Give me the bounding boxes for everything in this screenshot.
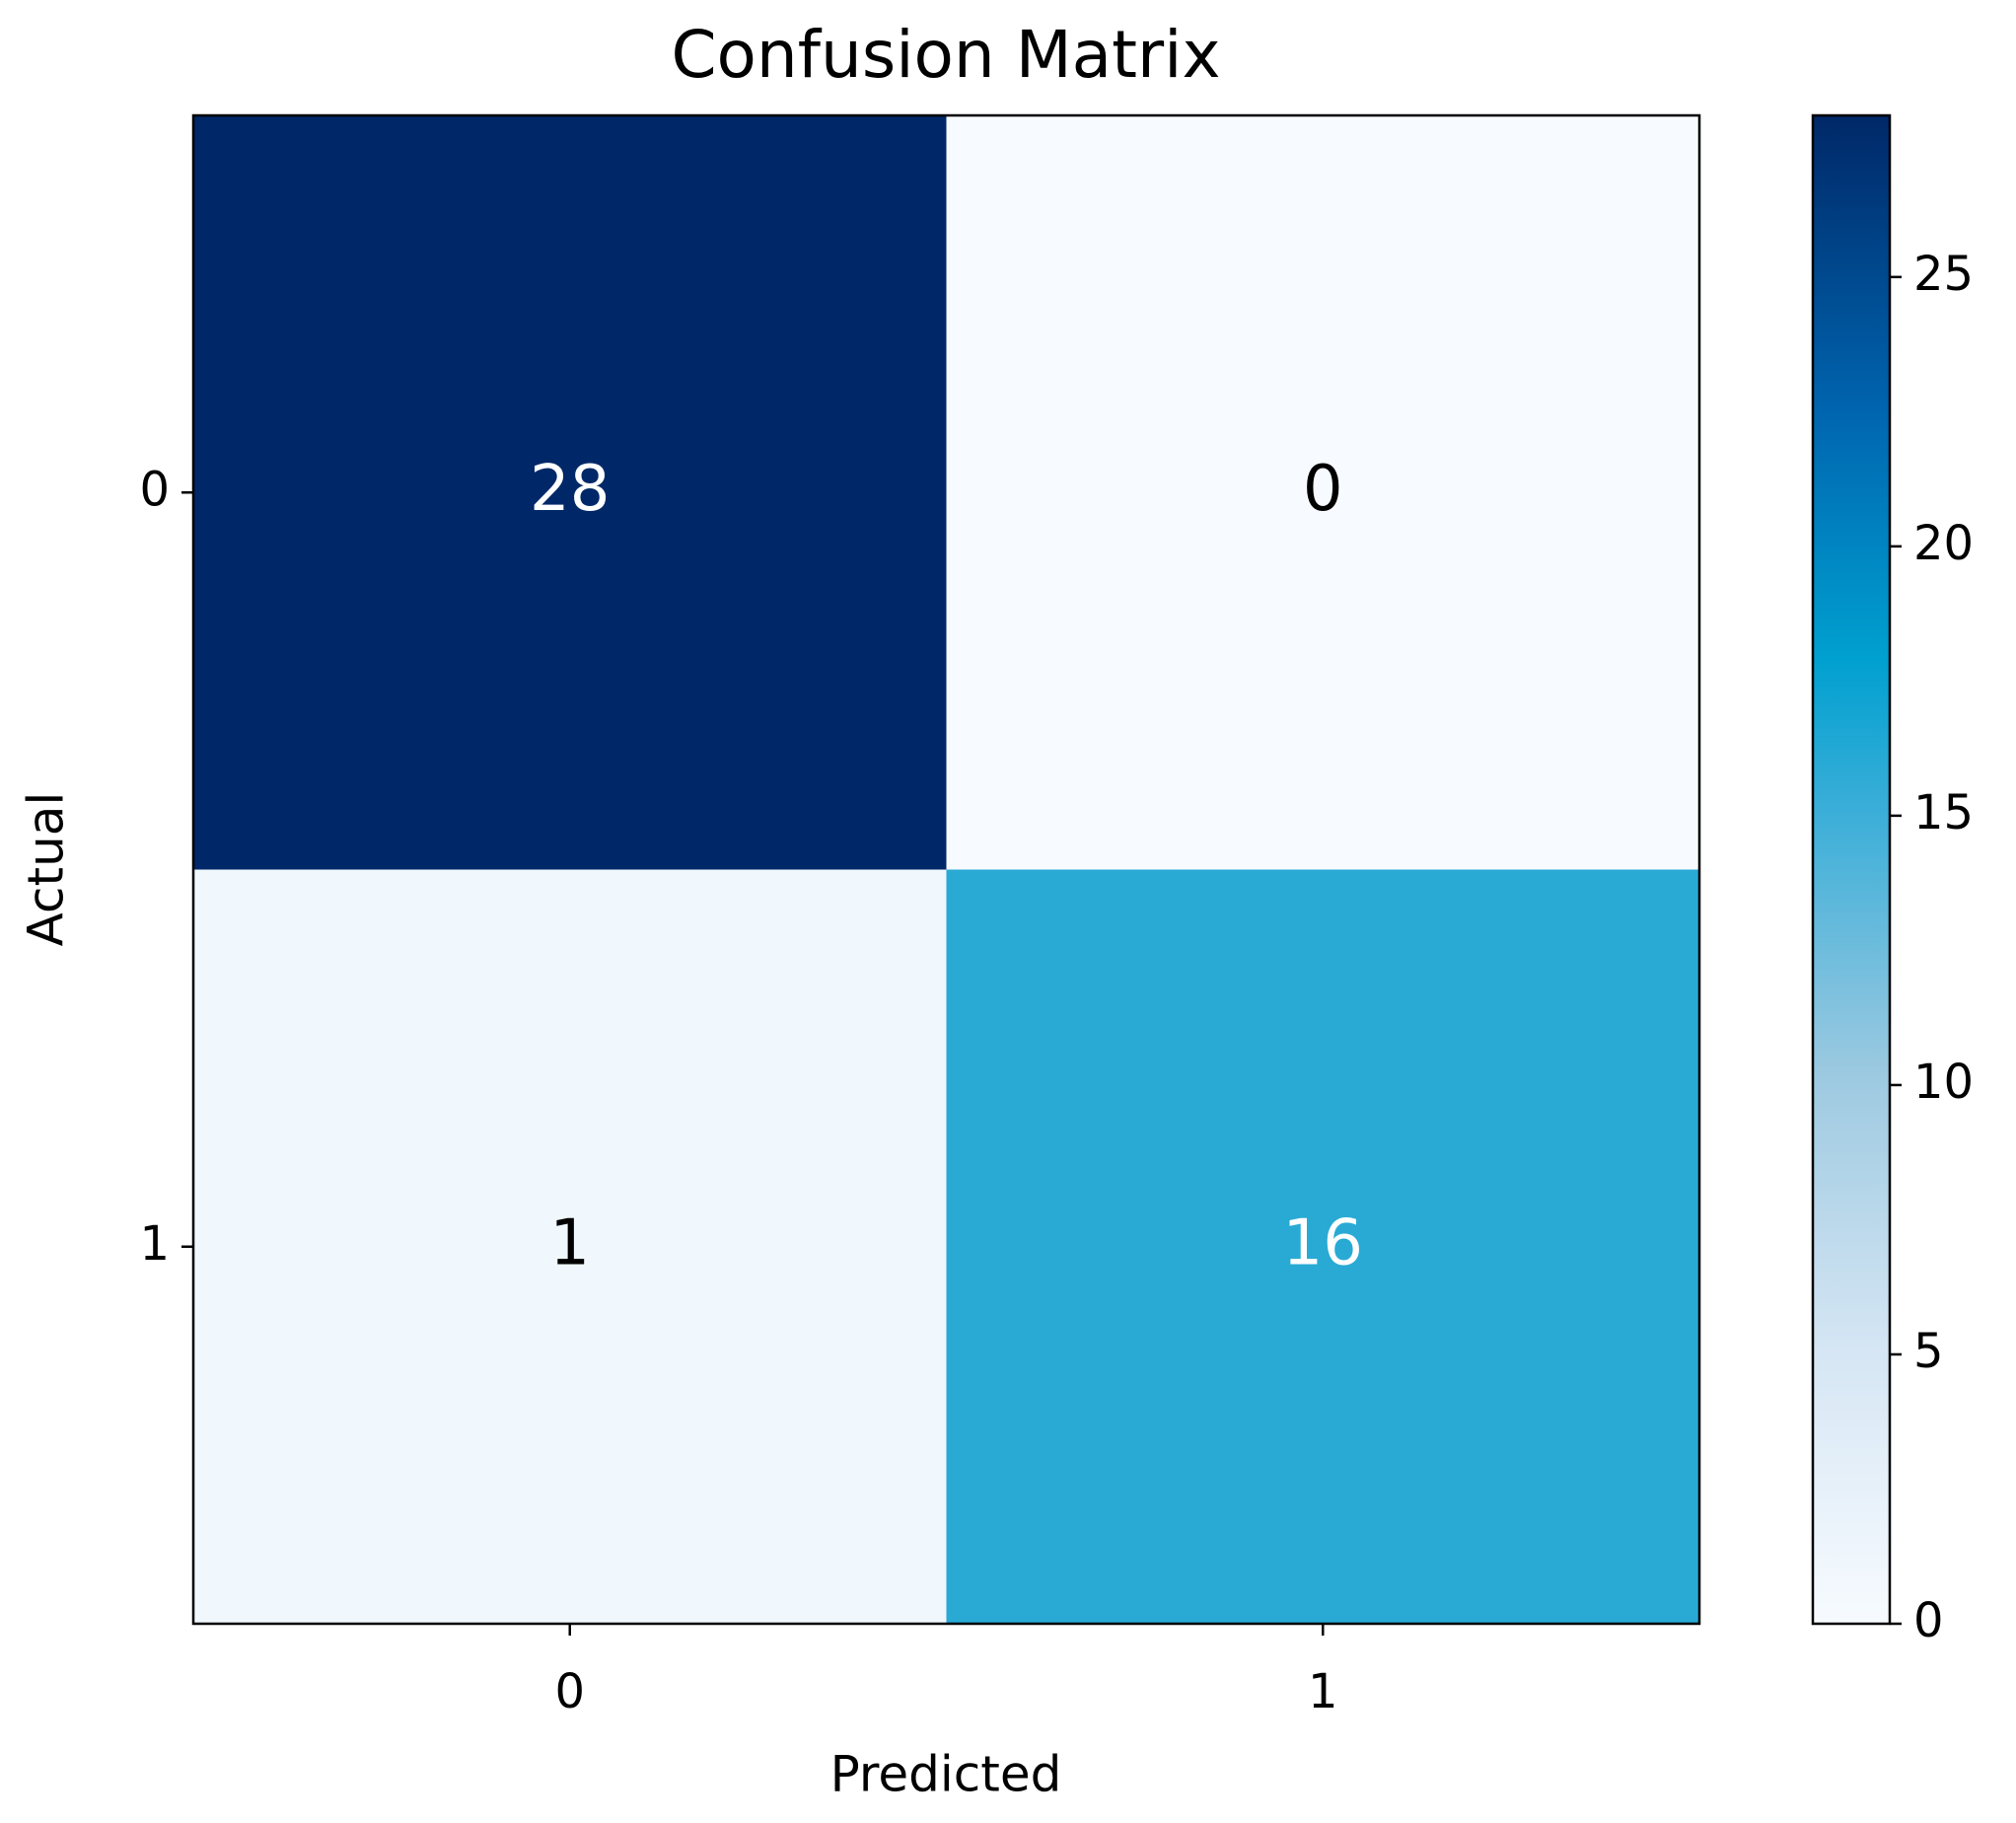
colorbar-tick-label: 0 bbox=[1913, 1593, 1944, 1648]
x-tick-label: 0 bbox=[554, 1664, 585, 1719]
y-tick-label: 1 bbox=[139, 1216, 170, 1272]
colorbar-tick-label: 10 bbox=[1913, 1055, 1974, 1110]
heatmap-cell bbox=[193, 115, 947, 870]
heatmap-cell bbox=[946, 869, 1699, 1624]
cell-label: 16 bbox=[1283, 1206, 1363, 1279]
cell-label: 1 bbox=[549, 1206, 590, 1279]
x-axis-label: Predicted bbox=[830, 1746, 1062, 1803]
cell-label: 0 bbox=[1303, 453, 1343, 526]
y-axis-label: Actual bbox=[18, 792, 75, 947]
colorbar bbox=[1811, 113, 1892, 1626]
y-tick-label: 0 bbox=[139, 462, 170, 517]
x-tick-label: 1 bbox=[1308, 1664, 1338, 1719]
colorbar-tick-label: 25 bbox=[1913, 247, 1974, 302]
cell-label: 28 bbox=[530, 453, 610, 526]
colorbar-tick-label: 5 bbox=[1913, 1324, 1944, 1379]
chart-title: Confusion Matrix bbox=[671, 17, 1220, 93]
heatmap-cell bbox=[193, 869, 947, 1624]
heatmap-cell bbox=[946, 115, 1699, 870]
colorbar-tick-label: 15 bbox=[1913, 785, 1974, 840]
colorbar-tick-label: 20 bbox=[1913, 516, 1974, 571]
plot-frame bbox=[191, 113, 1701, 1626]
